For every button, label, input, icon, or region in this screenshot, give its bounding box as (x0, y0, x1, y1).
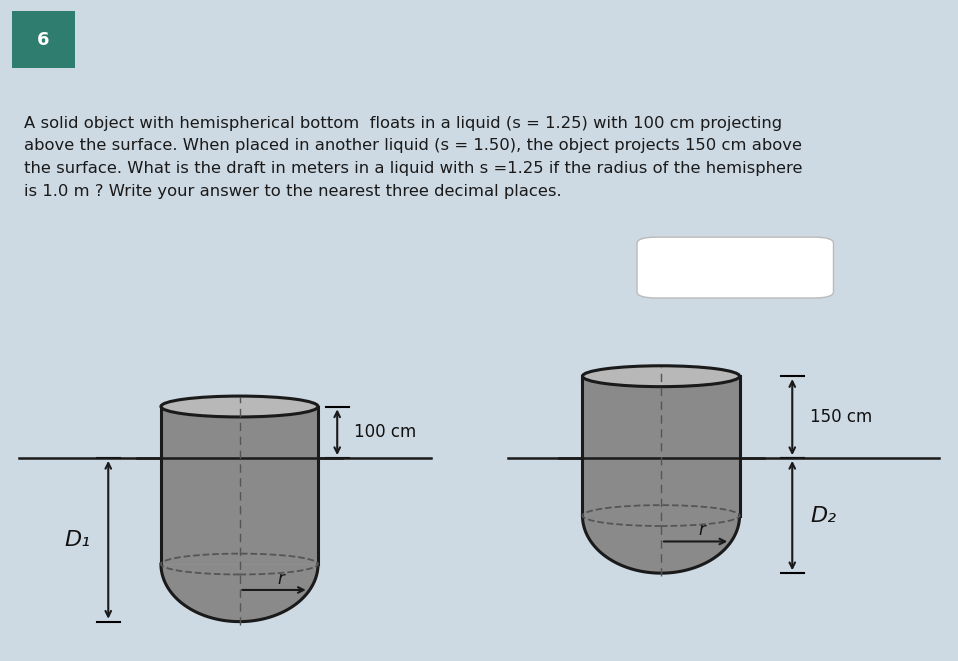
Text: D₂: D₂ (810, 506, 836, 525)
FancyBboxPatch shape (637, 237, 833, 298)
Polygon shape (161, 407, 318, 564)
Polygon shape (582, 376, 740, 516)
Text: 150 cm: 150 cm (810, 408, 872, 426)
Text: r: r (698, 522, 706, 539)
Text: 6: 6 (36, 30, 50, 48)
FancyBboxPatch shape (12, 11, 75, 68)
Text: A solid object with hemispherical bottom  floats in a liquid (s = 1.25) with 100: A solid object with hemispherical bottom… (24, 116, 803, 199)
Polygon shape (582, 516, 740, 573)
Ellipse shape (582, 366, 740, 387)
Ellipse shape (161, 396, 318, 417)
Polygon shape (161, 564, 318, 621)
Text: D₁: D₁ (64, 530, 91, 550)
Text: r: r (277, 570, 285, 588)
Text: 100 cm: 100 cm (354, 423, 417, 442)
